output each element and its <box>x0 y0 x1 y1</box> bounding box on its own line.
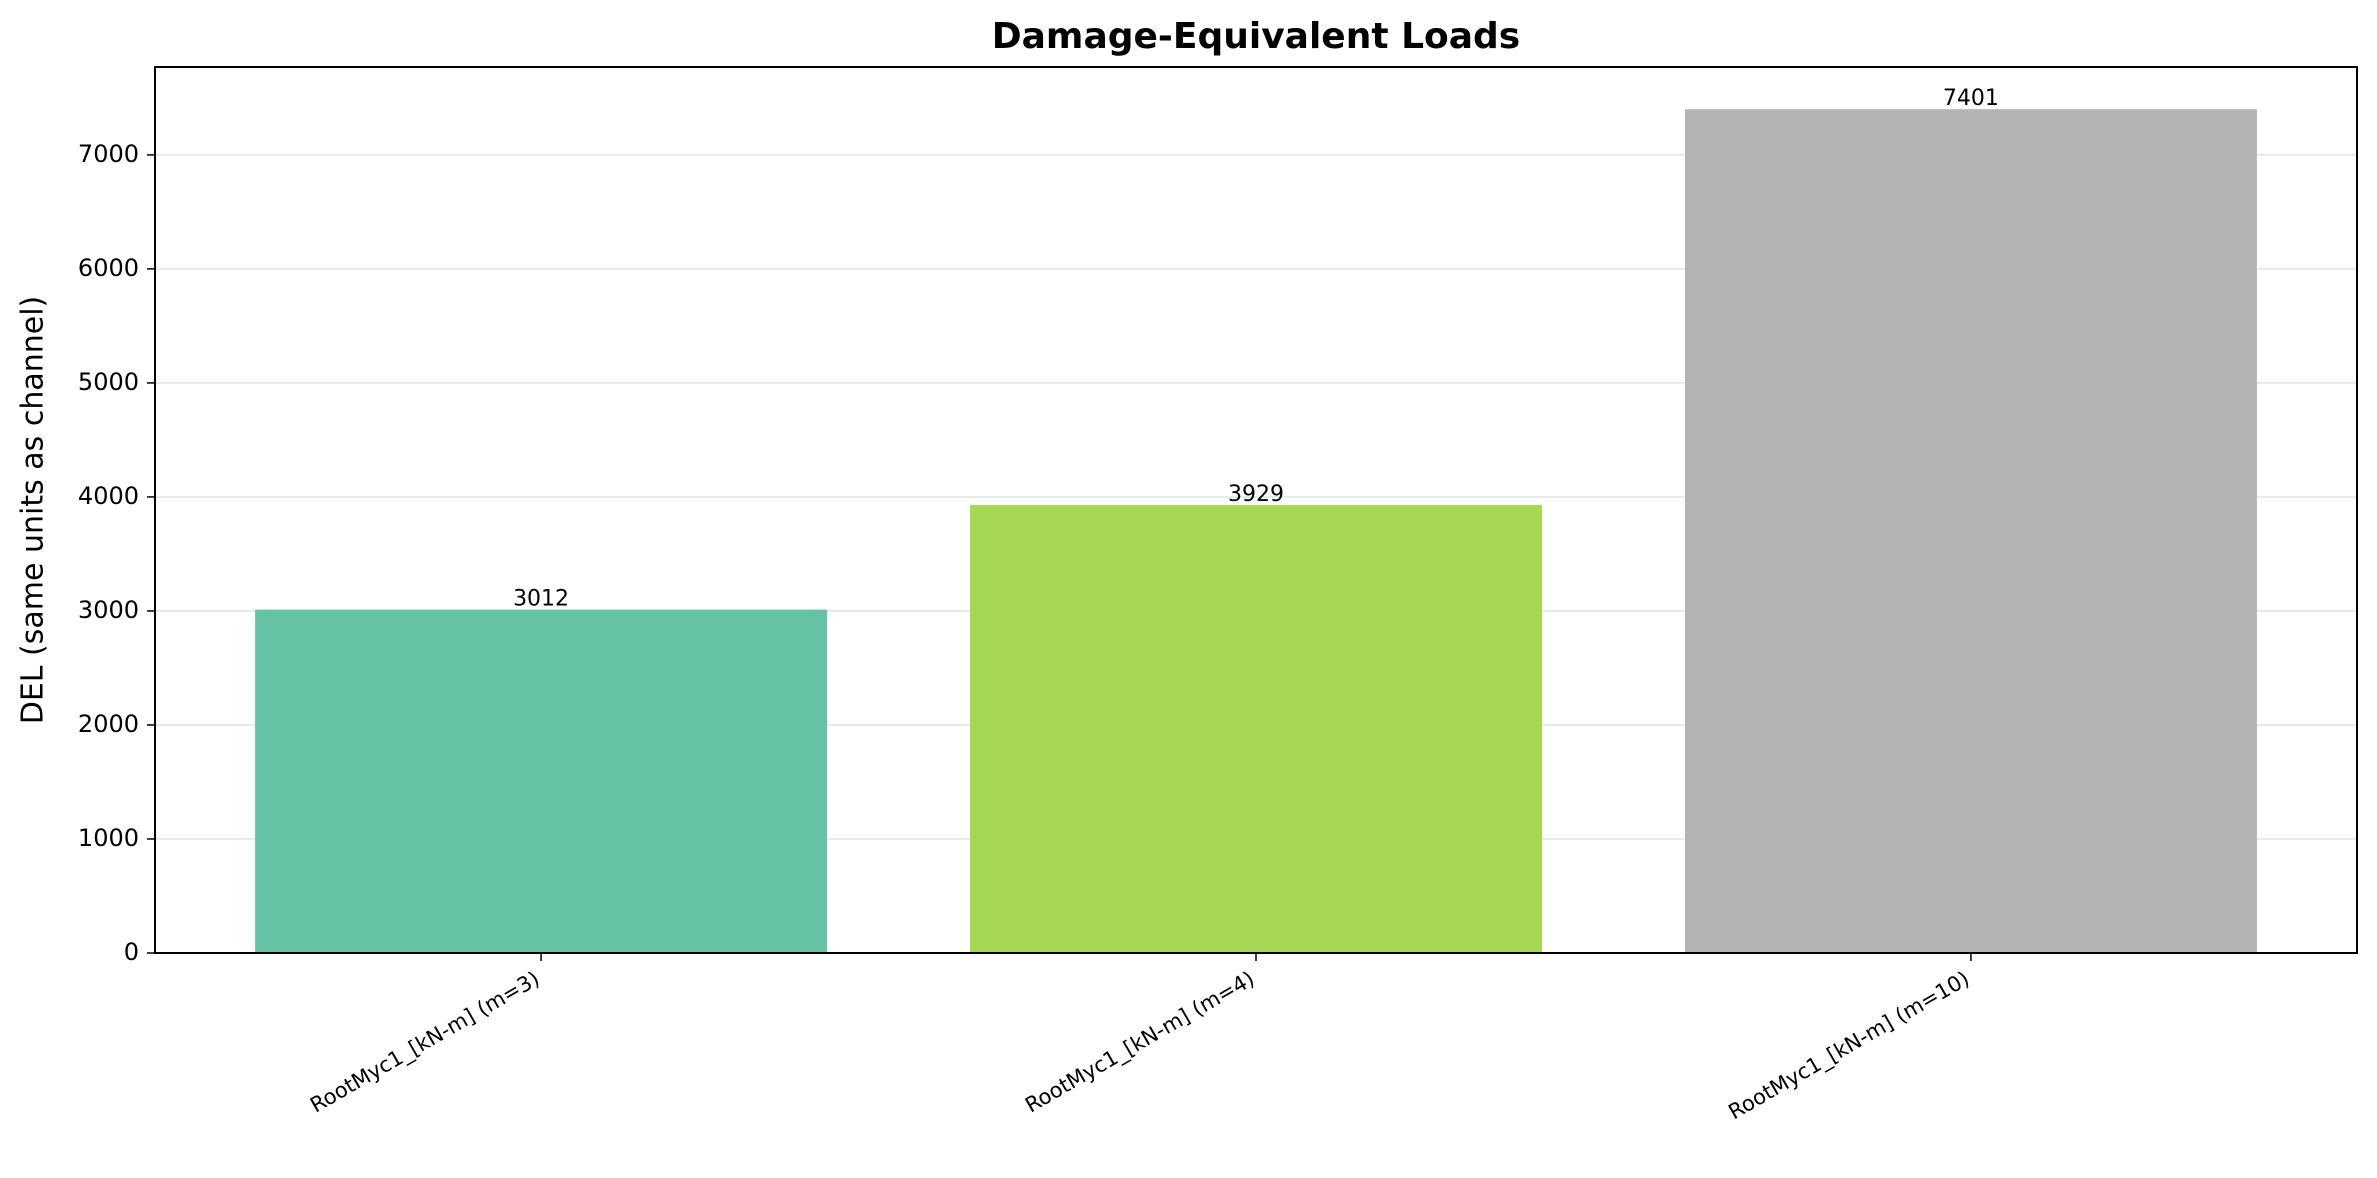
chart-title: Damage-Equivalent Loads <box>992 16 1521 57</box>
y-tick-label: 1000 <box>78 824 139 852</box>
y-tick-label: 2000 <box>78 710 139 738</box>
y-axis-label: DEL (same units as channel) <box>16 296 51 725</box>
y-tick-label: 0 <box>124 938 139 966</box>
plot-frame <box>154 66 2358 954</box>
y-tick-label: 5000 <box>78 368 139 396</box>
y-tick-label: 4000 <box>78 482 139 510</box>
bar <box>970 505 1542 953</box>
value-label: 3012 <box>513 587 569 612</box>
value-label: 3929 <box>1228 482 1284 507</box>
bar <box>1684 109 2257 953</box>
y-tick-label: 7000 <box>78 140 139 168</box>
y-tick-label: 6000 <box>78 254 139 282</box>
bar <box>255 609 828 953</box>
value-label: 7401 <box>1943 86 1999 111</box>
x-tick-label: RootMyc1_[kN-m] (m=3) <box>306 967 544 1119</box>
x-tick-label: RootMyc1_[kN-m] (m=4) <box>1021 967 1259 1119</box>
y-tick-label: 3000 <box>78 596 139 624</box>
x-tick-label: RootMyc1_[kN-m] (m=10) <box>1724 967 1973 1125</box>
